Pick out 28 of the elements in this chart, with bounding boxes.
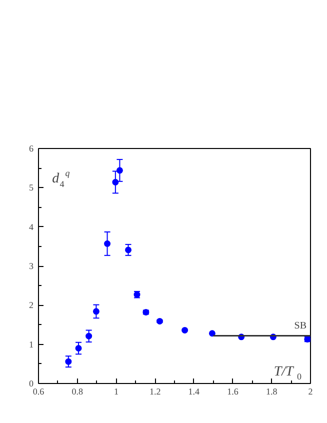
y-tick-label: 5 (29, 182, 34, 193)
point (156, 318, 163, 324)
point (208, 330, 216, 337)
y-tick-label: 2 (29, 300, 34, 310)
point (125, 246, 132, 254)
y-tick-label: 3 (29, 261, 34, 271)
x-tick-label: 1 (114, 386, 118, 396)
x-tick-label: 0.6 (32, 386, 45, 396)
x-tick-label: 1.8 (266, 386, 278, 396)
y-tick-label: 4 (29, 222, 34, 232)
y-tick-label: 1 (29, 339, 34, 350)
series-label: SB (294, 320, 307, 332)
point (92, 308, 100, 315)
x-tick-label: 1.2 (149, 386, 161, 396)
point (182, 326, 188, 334)
x-tick-label: 1.6 (227, 386, 239, 396)
point (112, 178, 119, 186)
point (65, 358, 72, 365)
y-tick-label: 0 (29, 378, 34, 388)
x-tick-label: 2 (308, 386, 313, 396)
x-tick-label: 0.8 (72, 386, 84, 396)
x-tick-label: 1.4 (188, 386, 200, 396)
y-tick-label: 6 (29, 144, 34, 154)
point (104, 240, 111, 247)
point (86, 332, 92, 340)
point (116, 167, 123, 174)
point (75, 345, 82, 352)
x-axis-title: T/T0 (274, 364, 302, 382)
